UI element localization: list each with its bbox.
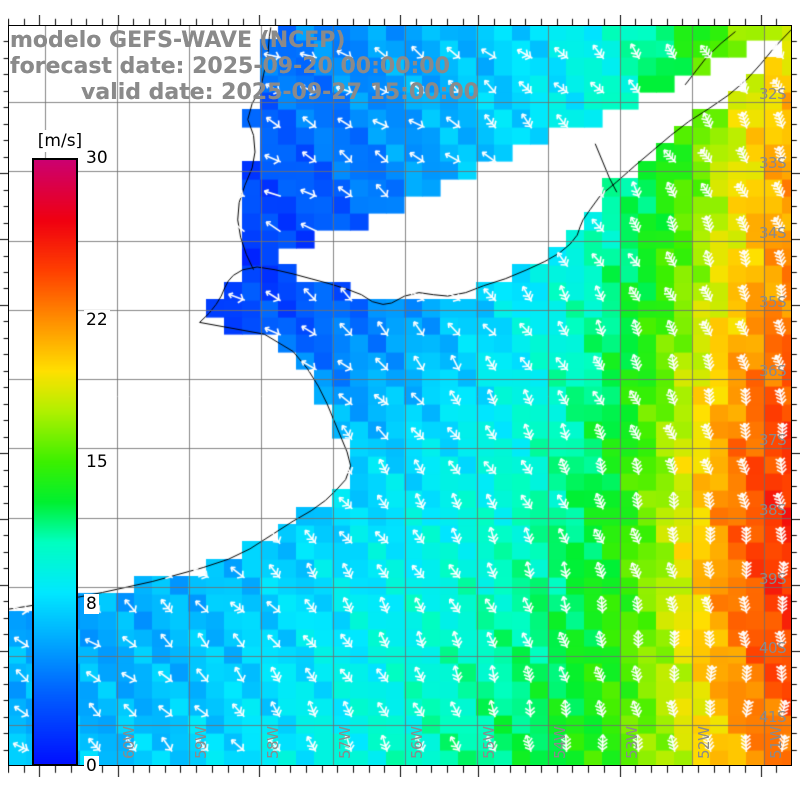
wind-barb-layer — [9, 26, 791, 765]
ruler-right — [792, 25, 800, 766]
colorbar-units-label: [m/s] — [30, 130, 90, 152]
colorbar-tick-15: 15 — [84, 452, 110, 472]
colorbar-tick-22: 22 — [84, 310, 110, 331]
colorbar-scale — [32, 158, 78, 766]
ruler-bottom — [8, 766, 792, 777]
colorbar-tick-8: 8 — [84, 593, 99, 614]
colorbar-tick-0: 0 — [84, 756, 99, 776]
colorbar-tick-30: 30 — [84, 148, 110, 168]
map-panel: 32S33S34S35S36S37S38S39S40S41S61W60W59W5… — [8, 25, 792, 766]
ruler-top — [8, 15, 792, 25]
ruler-left — [0, 25, 9, 766]
colorbar-gradient — [34, 160, 76, 764]
